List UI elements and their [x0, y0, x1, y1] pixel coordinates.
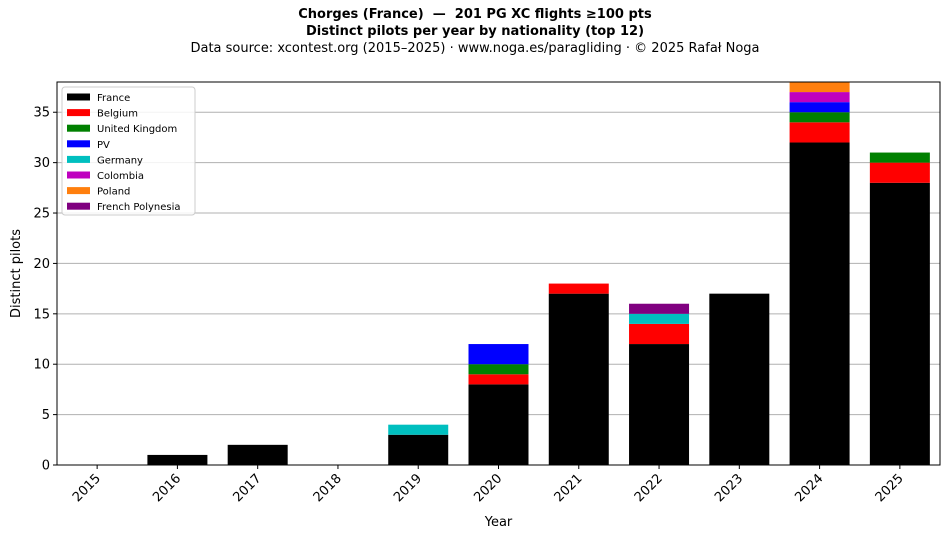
bar-segment	[629, 323, 690, 345]
legend-label: French Polynesia	[97, 202, 181, 213]
x-tick-label: 2015	[70, 471, 104, 505]
bar-segment	[869, 182, 930, 465]
x-tick-label: 2023	[712, 471, 746, 505]
x-axis-label: Year	[484, 515, 513, 530]
legend-box	[61, 86, 196, 216]
y-axis-label: Distinct pilots	[9, 229, 24, 318]
chart-title: Chorges (France) — 201 PG XC flights ≥10…	[298, 7, 652, 22]
legend-swatch	[67, 187, 90, 195]
bar-segment	[548, 283, 609, 294]
x-tick-label: 2018	[311, 471, 345, 505]
legend-label: France	[97, 93, 130, 104]
legend-swatch	[67, 171, 90, 179]
legend-swatch	[67, 93, 90, 101]
bar-segment	[147, 454, 208, 465]
legend-label: Poland	[97, 187, 130, 198]
x-tick-label: 2016	[150, 471, 184, 505]
bar-segment	[869, 162, 930, 183]
bar-segment	[789, 92, 850, 103]
bar-segment	[468, 364, 529, 375]
bar-segment	[468, 344, 529, 365]
bar-segment	[789, 112, 850, 123]
y-tick-label: 25	[33, 207, 50, 222]
bar-segment	[388, 424, 449, 435]
bar-segment	[227, 444, 288, 465]
bar-segment	[388, 434, 449, 465]
bar-segment	[468, 374, 529, 385]
chart-subtitle-main: Distinct pilots per year by nationality …	[305, 24, 645, 39]
legend: France Belgium United Kingdom PV Germany Colo…	[61, 86, 196, 216]
bar-segment	[789, 82, 850, 93]
legend-swatch	[67, 202, 90, 210]
bars	[147, 82, 930, 465]
legend-label: United Kingdom	[97, 124, 177, 135]
bar-segment	[629, 313, 690, 324]
bar-segment	[629, 303, 690, 314]
legend-label: Belgium	[97, 109, 138, 120]
bar-segment	[709, 293, 770, 465]
chart-titles: Chorges (France) — 201 PG XC flights ≥10…	[0, 6, 950, 57]
legend-label: Colombia	[97, 171, 144, 182]
x-tick-label: 2021	[552, 471, 586, 505]
legend-swatch	[67, 109, 90, 117]
y-tick-label: 10	[33, 358, 50, 373]
legend-swatch	[67, 155, 90, 163]
y-tick-label: 5	[42, 408, 50, 423]
x-tick-label: 2022	[632, 471, 666, 505]
x-tick-label: 2019	[391, 471, 425, 505]
x-tick-label: 2020	[471, 471, 505, 505]
y-tick-label: 0	[42, 459, 50, 474]
y-tick-label: 15	[33, 307, 50, 322]
legend-swatch	[67, 140, 90, 148]
bar-segment	[548, 293, 609, 465]
bar-segment	[629, 344, 690, 465]
legend-swatch	[67, 124, 90, 132]
x-tick-label: 2025	[873, 471, 907, 505]
x-tick-label: 2024	[792, 471, 826, 505]
bar-segment	[468, 384, 529, 465]
y-tick-label: 30	[33, 156, 50, 171]
bar-segment	[869, 152, 930, 163]
chart-source-line: Data source: xcontest.org (2015–2025) · …	[190, 41, 760, 56]
legend-label: PV	[97, 140, 110, 151]
y-tick-label: 35	[33, 106, 50, 121]
x-tick-label: 2017	[231, 471, 265, 505]
y-tick-label: 20	[33, 257, 50, 272]
bar-segment	[789, 142, 850, 465]
bar-segment	[789, 102, 850, 113]
bar-segment	[789, 122, 850, 143]
legend-label: Germany	[97, 155, 143, 166]
